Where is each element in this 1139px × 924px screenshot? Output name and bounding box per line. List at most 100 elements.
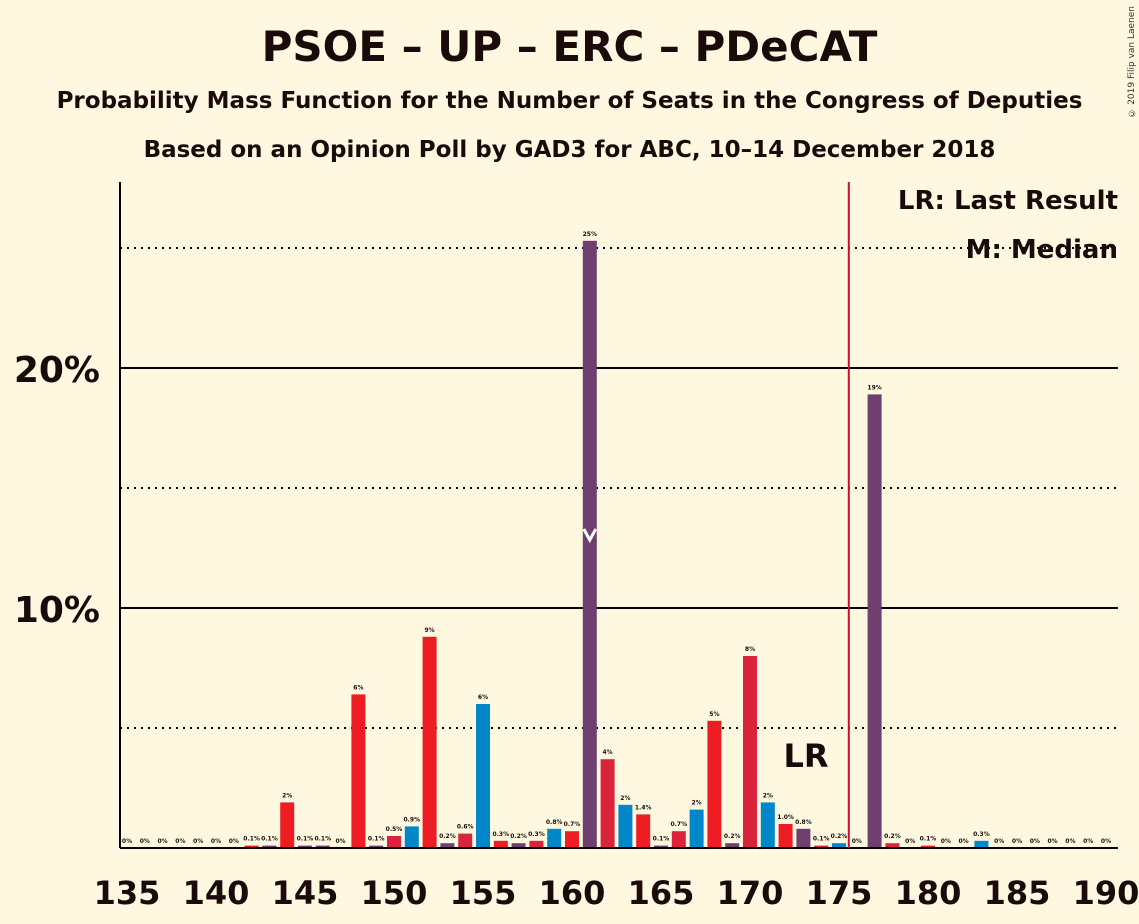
bar-value-label: 0% xyxy=(1065,838,1075,845)
bar-seat-171 xyxy=(760,802,775,848)
bar-seat-148 xyxy=(351,694,366,848)
bar-value-label: 0% xyxy=(852,838,862,845)
bar-seat-172 xyxy=(778,824,793,848)
bar-seat-160 xyxy=(565,831,579,848)
bar-value-label: 0% xyxy=(941,838,951,845)
bar-seat-155 xyxy=(476,704,490,848)
bar-value-label: 0.3% xyxy=(492,831,509,838)
bar-seat-167 xyxy=(689,809,704,848)
bar-value-label: 0.1% xyxy=(813,836,830,843)
bar-value-label: 0.8% xyxy=(795,819,812,826)
bar-value-label: 0.1% xyxy=(261,836,278,843)
bar-value-label: 0.2% xyxy=(439,833,456,840)
bar-seat-144 xyxy=(280,802,295,848)
bar-value-label: 0.1% xyxy=(653,836,670,843)
bar-seat-152 xyxy=(422,636,437,848)
bar-value-label: 0% xyxy=(140,838,150,845)
bar-seat-166 xyxy=(671,831,686,848)
bar-value-label: 0.2% xyxy=(724,833,741,840)
bar-value-label: 2% xyxy=(763,792,773,799)
bar-value-label: 0.7% xyxy=(670,821,687,828)
bar-value-label: 0% xyxy=(229,838,239,845)
x-tick-label: 190 xyxy=(1073,874,1139,912)
legend-median: M: Median xyxy=(966,235,1118,265)
bar-value-label: 0.1% xyxy=(297,836,314,843)
bar-value-label: 2% xyxy=(620,795,630,802)
axes: 10% 20% 135 140 145 150 155 160 165 170 175 180 185 1… xyxy=(14,182,1139,912)
chart-subtitle-source: Based on an Opinion Poll by GAD3 for ABC… xyxy=(143,137,996,163)
bar-seat-150 xyxy=(387,836,401,848)
bar-value-label: 0% xyxy=(1083,838,1093,845)
bar-value-label: 0% xyxy=(211,838,221,845)
bar-value-label: 25% xyxy=(583,231,597,238)
bar-seat-156 xyxy=(493,840,508,848)
x-tick-label: 155 xyxy=(450,874,517,912)
bar-seat-153 xyxy=(440,843,455,848)
bar-value-label: 0% xyxy=(122,838,132,845)
bar-value-label: 0% xyxy=(175,838,185,845)
bar-value-label: 6% xyxy=(353,684,363,691)
bar-value-label: 2% xyxy=(692,800,702,807)
bar-value-label: 5% xyxy=(709,711,719,718)
bar-value-label: 0.1% xyxy=(243,836,260,843)
bar-value-label: 0% xyxy=(994,838,1004,845)
bar-seat-161 xyxy=(582,240,597,849)
bar-value-label: 0.1% xyxy=(368,836,385,843)
gridlines xyxy=(120,247,1118,729)
bar-seat-165 xyxy=(654,845,668,848)
bar-seat-178 xyxy=(885,843,900,848)
bar-value-label: 2% xyxy=(282,792,292,799)
bar-value-label: 0% xyxy=(336,838,346,845)
x-tick-label: 150 xyxy=(361,874,428,912)
x-tick-label: 185 xyxy=(984,874,1051,912)
x-tick-label: 165 xyxy=(628,874,695,912)
legend-last-result: LR: Last Result xyxy=(898,186,1118,216)
bar-value-label: 19% xyxy=(867,384,881,391)
x-tick-label: 160 xyxy=(539,874,606,912)
bar-seat-173 xyxy=(796,828,811,848)
bar-value-label: 1.4% xyxy=(635,804,652,811)
bar-value-label: 9% xyxy=(425,627,435,634)
bar-value-label: 0.6% xyxy=(457,824,474,831)
bar-value-label: 0% xyxy=(905,838,915,845)
bar-value-label: 0.9% xyxy=(403,816,420,823)
data-labels: 0% 0% 0% 0% 0% 0% 0% 0.1% 0.1%2%0.1% 0.1% 0%6%0.1%… xyxy=(122,231,1111,845)
bar-seat-142 xyxy=(244,845,259,848)
median-marker xyxy=(582,528,598,544)
last-result-label: LR xyxy=(783,737,828,775)
x-tick-label: 175 xyxy=(806,874,873,912)
y-tick-label: 20% xyxy=(14,350,100,391)
bar-seat-175 xyxy=(832,843,846,848)
bar-value-label: 0% xyxy=(158,838,168,845)
bar-value-label: 0% xyxy=(1101,838,1111,845)
x-tick-label: 140 xyxy=(183,874,250,912)
bar-value-label: 0% xyxy=(193,838,203,845)
bar-value-label: 0.1% xyxy=(920,836,937,843)
bar-value-label: 0% xyxy=(959,838,969,845)
x-tick-label: 170 xyxy=(717,874,784,912)
bar-value-label: 0% xyxy=(1048,838,1058,845)
bar-value-label: 0.1% xyxy=(314,836,331,843)
bar-value-label: 0.5% xyxy=(386,826,403,833)
bar-seat-163 xyxy=(618,804,633,848)
bar-seat-168 xyxy=(707,720,722,848)
bar-seat-157 xyxy=(511,843,526,848)
bar-value-label: 0.2% xyxy=(831,833,848,840)
bar-seat-183 xyxy=(974,840,989,848)
bar-seat-154 xyxy=(458,833,473,848)
bar-seat-159 xyxy=(547,828,562,848)
chart-title: PSOE – UP – ERC – PDeCAT xyxy=(261,22,878,71)
bar-value-label: 0.8% xyxy=(546,819,563,826)
bar-seat-143 xyxy=(262,845,277,848)
bar-value-label: 0.2% xyxy=(510,833,527,840)
bar-value-label: 0% xyxy=(1012,838,1022,845)
x-tick-label: 135 xyxy=(94,874,161,912)
bar-seat-158 xyxy=(529,840,544,848)
bar-seat-149 xyxy=(369,845,384,848)
bar-seat-162 xyxy=(600,759,615,848)
bar-value-label: 0% xyxy=(1030,838,1040,845)
bar-value-label: 6% xyxy=(478,694,488,701)
bar-seat-174 xyxy=(814,845,829,848)
x-tick-label: 145 xyxy=(272,874,339,912)
